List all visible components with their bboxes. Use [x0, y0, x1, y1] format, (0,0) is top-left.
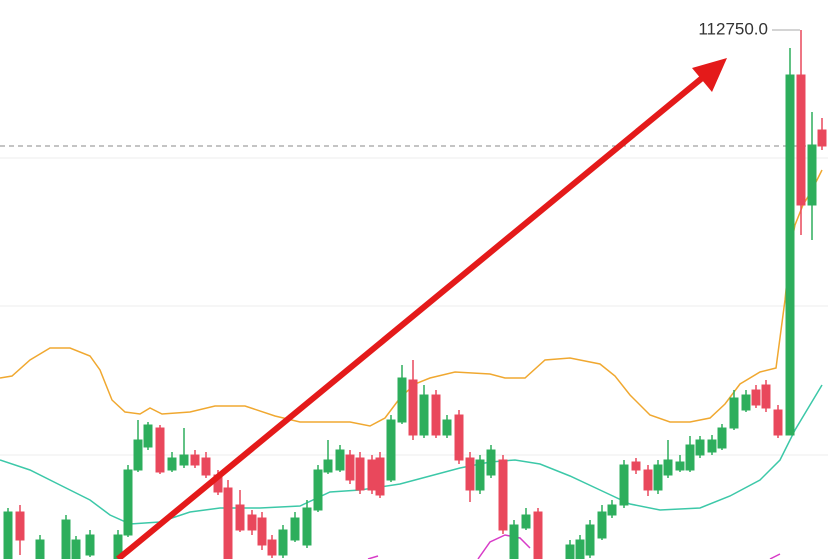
candle-body: [223, 487, 233, 559]
candles: [3, 30, 827, 559]
candle-body: [663, 459, 673, 476]
price-label: 112750.0: [698, 19, 768, 38]
candle-body: [302, 507, 312, 546]
candle-body: [643, 469, 653, 491]
candle-body: [386, 419, 396, 481]
candle-body: [565, 544, 575, 559]
candle-body: [267, 539, 277, 556]
candle-body: [807, 144, 817, 206]
candle-body: [695, 439, 705, 456]
candle-body: [817, 129, 827, 147]
candle-body: [335, 449, 345, 471]
candle-body: [533, 511, 543, 559]
candle-body: [397, 377, 407, 423]
candle-body: [408, 379, 418, 436]
candle-body: [201, 457, 211, 476]
candle-body: [61, 519, 71, 559]
candle-body: [465, 457, 475, 491]
candle-body: [235, 504, 245, 531]
candle-body: [675, 461, 685, 471]
candle-body: [367, 459, 377, 491]
candle-body: [707, 439, 717, 453]
candle-body: [123, 469, 133, 536]
candle-body: [773, 409, 783, 436]
candle-body: [741, 394, 751, 411]
candle-body: [796, 74, 806, 206]
candle-body: [685, 444, 695, 471]
candle-body: [15, 511, 25, 541]
candle-body: [475, 459, 485, 491]
candle-body: [653, 464, 663, 491]
candle-body: [729, 397, 739, 429]
candle-body: [257, 517, 267, 546]
candle-body: [717, 427, 727, 449]
candle-body: [323, 459, 333, 473]
candle-body: [71, 539, 81, 559]
candle-body: [419, 394, 429, 436]
candle-body: [143, 424, 153, 448]
candle-body: [509, 524, 519, 559]
candle-body: [761, 384, 771, 409]
candle-body: [375, 457, 385, 496]
candle-body: [155, 427, 165, 473]
candle-body: [247, 514, 257, 531]
candle-body: [498, 459, 508, 531]
candle-body: [313, 469, 323, 511]
candle-body: [3, 511, 13, 559]
candle-body: [179, 454, 189, 466]
candle-body: [751, 389, 761, 406]
candle-body: [619, 464, 629, 506]
candle-body: [290, 517, 300, 541]
candle-body: [575, 539, 585, 559]
candle-body: [607, 504, 617, 516]
candle-body: [597, 511, 607, 539]
arrow-shaft: [116, 71, 709, 559]
candle-body: [454, 414, 464, 461]
candle-body: [133, 439, 143, 471]
candle-body: [35, 539, 45, 559]
candle-body: [585, 524, 595, 556]
candle-body: [442, 419, 452, 436]
upper-band: [0, 169, 823, 427]
candle-body: [167, 457, 177, 471]
candle-body: [190, 454, 200, 466]
candle-body: [521, 514, 531, 529]
candle-body: [345, 454, 355, 481]
arrow-head: [692, 58, 727, 92]
candle-body: [85, 534, 95, 556]
candle-body: [431, 394, 441, 436]
candle-body: [278, 529, 288, 556]
candle-body: [113, 534, 123, 559]
candle-body: [631, 461, 641, 471]
candle-body: [355, 457, 365, 491]
candle-body: [486, 449, 496, 476]
candle-body: [785, 74, 795, 436]
